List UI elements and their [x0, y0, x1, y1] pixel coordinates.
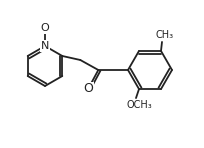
Text: OCH₃: OCH₃ [126, 100, 152, 110]
Text: O: O [83, 82, 93, 95]
Text: O: O [41, 23, 49, 33]
Text: CH₃: CH₃ [156, 30, 174, 40]
Text: N: N [41, 41, 49, 51]
